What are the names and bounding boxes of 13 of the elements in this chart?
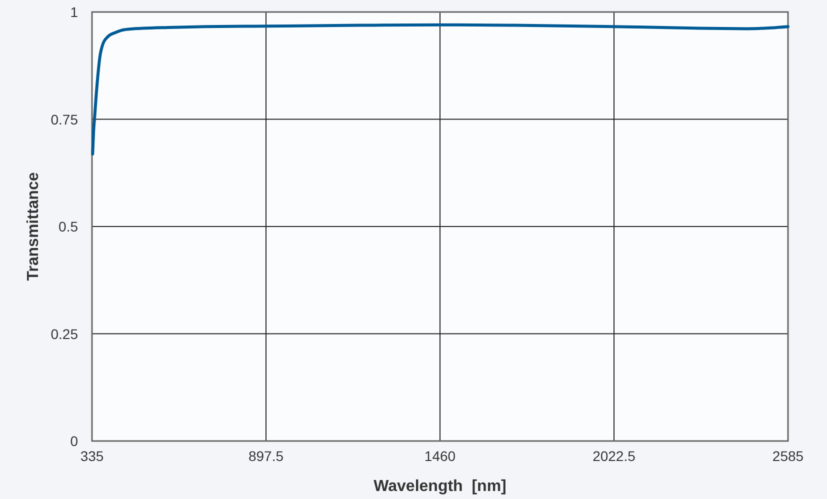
y-tick-label: 0.25 xyxy=(50,326,78,342)
y-tick-label: 0 xyxy=(70,433,78,449)
y-axis-title: Transmittance xyxy=(25,172,42,281)
x-tick-label: 1460 xyxy=(424,448,456,464)
x-tick-label: 2585 xyxy=(772,448,804,464)
y-tick-label: 0.75 xyxy=(50,111,78,128)
line-series xyxy=(91,23,790,156)
x-tick-label: 2022.5 xyxy=(592,448,636,464)
x-tick-label: 897.5 xyxy=(248,448,284,464)
x-axis-title: Wavelength [nm] xyxy=(374,478,506,495)
y-tick-label: 0.5 xyxy=(58,218,78,234)
y-tick-label: 1 xyxy=(70,4,78,20)
x-tick-label: 335 xyxy=(80,448,104,464)
